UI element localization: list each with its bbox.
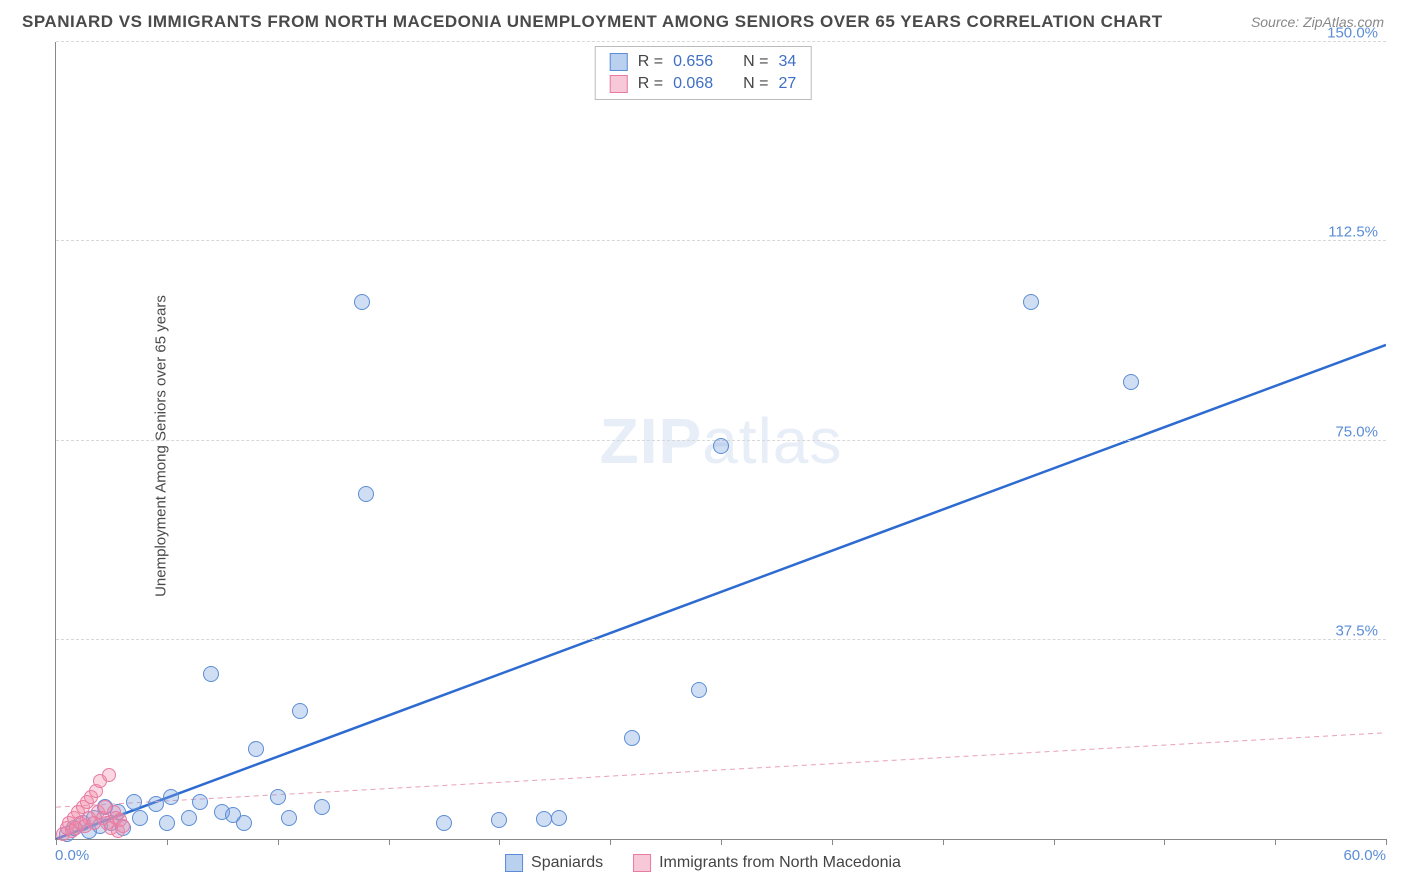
scatter-chart: ZIPatlas 37.5%75.0%112.5%150.0% — [55, 42, 1386, 840]
swatch-blue — [610, 53, 628, 71]
x-tick — [832, 839, 833, 845]
data-point-spaniards — [132, 810, 148, 826]
data-point-spaniards — [624, 730, 640, 746]
x-tick — [167, 839, 168, 845]
x-tick — [1164, 839, 1165, 845]
data-point-spaniards — [126, 794, 142, 810]
data-point-spaniards — [159, 815, 175, 831]
x-tick — [56, 839, 57, 845]
data-point-spaniards — [163, 789, 179, 805]
data-point-spaniards — [358, 486, 374, 502]
r-value-blue: 0.656 — [673, 53, 713, 71]
legend-label-spaniards: Spaniards — [531, 854, 603, 872]
n-value-pink: 27 — [778, 75, 796, 93]
data-point-spaniards — [281, 810, 297, 826]
stats-legend-box: R = 0.656 N = 34 R = 0.068 N = 27 — [595, 46, 812, 100]
x-tick — [610, 839, 611, 845]
chart-title: SPANIARD VS IMMIGRANTS FROM NORTH MACEDO… — [22, 12, 1163, 32]
data-point-spaniards — [148, 796, 164, 812]
y-tick-label: 150.0% — [1327, 25, 1378, 42]
r-label: R = — [638, 75, 663, 93]
data-point-immigrants — [102, 768, 116, 782]
data-point-immigrants — [116, 819, 130, 833]
data-point-spaniards — [1123, 374, 1139, 390]
stats-row-spaniards: R = 0.656 N = 34 — [610, 51, 797, 73]
data-point-spaniards — [203, 666, 219, 682]
n-label: N = — [743, 53, 768, 71]
y-tick-label: 112.5% — [1328, 224, 1378, 241]
n-label: N = — [743, 75, 768, 93]
data-point-spaniards — [491, 812, 507, 828]
data-point-spaniards — [551, 810, 567, 826]
y-tick-label: 75.0% — [1335, 423, 1378, 440]
data-point-spaniards — [181, 810, 197, 826]
swatch-blue — [505, 854, 523, 872]
swatch-pink — [610, 75, 628, 93]
data-point-spaniards — [248, 741, 264, 757]
gridline — [56, 639, 1386, 640]
data-point-spaniards — [192, 794, 208, 810]
data-point-spaniards — [236, 815, 252, 831]
bottom-legend: Spaniards Immigrants from North Macedoni… — [505, 854, 901, 872]
gridline — [56, 41, 1386, 42]
legend-item-immigrants: Immigrants from North Macedonia — [633, 854, 901, 872]
x-max-label: 60.0% — [1343, 847, 1386, 864]
stats-row-immigrants: R = 0.068 N = 27 — [610, 73, 797, 95]
data-point-spaniards — [1023, 294, 1039, 310]
x-tick — [943, 839, 944, 845]
data-point-spaniards — [536, 811, 552, 827]
data-point-spaniards — [270, 789, 286, 805]
gridline — [56, 240, 1386, 241]
x-tick — [1275, 839, 1276, 845]
y-tick-label: 37.5% — [1335, 622, 1378, 639]
data-point-spaniards — [691, 682, 707, 698]
legend-item-spaniards: Spaniards — [505, 854, 603, 872]
x-min-label: 0.0% — [55, 847, 89, 864]
legend-label-immigrants: Immigrants from North Macedonia — [659, 854, 901, 872]
data-point-spaniards — [436, 815, 452, 831]
x-tick — [278, 839, 279, 845]
data-point-spaniards — [314, 799, 330, 815]
header: SPANIARD VS IMMIGRANTS FROM NORTH MACEDO… — [22, 12, 1384, 32]
x-tick — [721, 839, 722, 845]
x-tick — [499, 839, 500, 845]
swatch-pink — [633, 854, 651, 872]
n-value-blue: 34 — [778, 53, 796, 71]
data-point-spaniards — [354, 294, 370, 310]
r-value-pink: 0.068 — [673, 75, 713, 93]
x-tick — [1054, 839, 1055, 845]
x-tick — [389, 839, 390, 845]
data-point-spaniards — [713, 438, 729, 454]
x-tick — [1386, 839, 1387, 845]
r-label: R = — [638, 53, 663, 71]
data-point-spaniards — [292, 703, 308, 719]
